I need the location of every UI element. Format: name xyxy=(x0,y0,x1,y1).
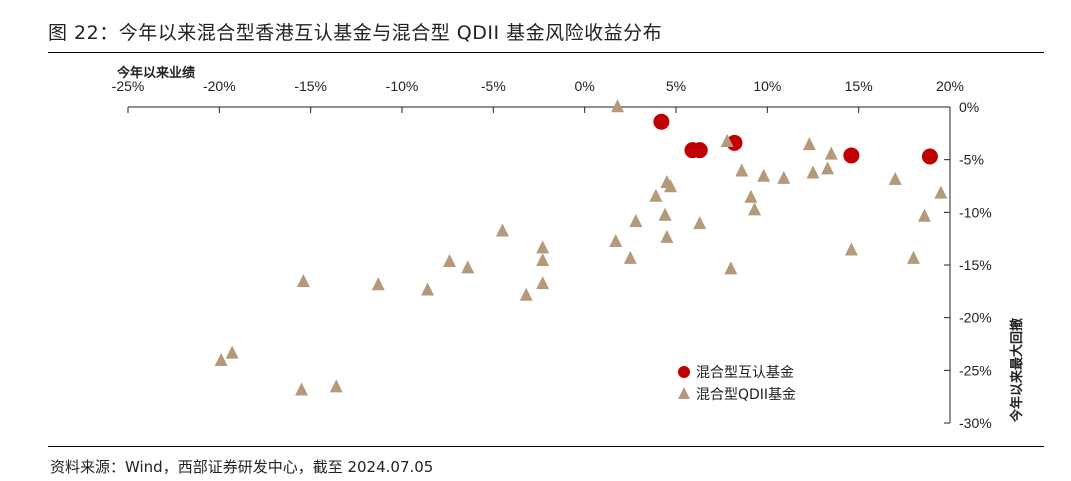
qdii-fund-point xyxy=(536,240,550,254)
qdii-fund-point xyxy=(225,345,239,359)
x-tick-label: -10% xyxy=(386,78,419,94)
qdii-fund-point xyxy=(917,208,931,222)
qdii-fund-point xyxy=(214,353,228,367)
y-tick-label: -5% xyxy=(959,152,984,168)
x-tick-label: 15% xyxy=(845,78,873,94)
qdii-fund-point xyxy=(329,379,343,393)
qdii-fund-point xyxy=(611,99,625,113)
qdii-fund-point xyxy=(442,254,456,268)
qdii-fund-point xyxy=(844,242,858,256)
x-axis-title: 今年以来业绩 xyxy=(116,65,195,81)
x-tick-label: -15% xyxy=(294,78,327,94)
x-tick-label: 20% xyxy=(936,78,964,94)
figure-title: 图 22：今年以来混合型香港互认基金与混合型 QDII 基金风险收益分布 xyxy=(48,22,663,44)
qdii-fund-point xyxy=(664,179,678,193)
qdii-fund-point xyxy=(802,137,816,151)
qdii-fund-point xyxy=(421,282,435,296)
mutual-fund-point xyxy=(843,147,860,164)
source-rule xyxy=(48,446,1044,447)
qdii-fund-point xyxy=(888,171,902,185)
qdii-fund-point xyxy=(777,170,791,184)
qdii-fund-point xyxy=(371,277,385,291)
x-tick-label: -20% xyxy=(203,78,236,94)
qdii-fund-point xyxy=(693,216,707,230)
qdii-fund-point xyxy=(495,223,509,237)
x-tick-label: 5% xyxy=(666,78,686,94)
qdii-fund-point xyxy=(658,207,672,221)
qdii-fund-point xyxy=(519,287,533,301)
x-tick-label: 0% xyxy=(575,78,595,94)
qdii-fund-point xyxy=(629,214,643,228)
title-rule xyxy=(48,52,1044,53)
x-tick-label: 10% xyxy=(753,78,781,94)
qdii-fund-point xyxy=(806,165,820,179)
qdii-fund-point xyxy=(824,146,838,160)
x-tick-label: -25% xyxy=(112,78,145,94)
legend-label-mutual: 混合型互认基金 xyxy=(696,364,794,381)
y-axis-title: 今年以来最大回撤 xyxy=(1009,318,1025,423)
qdii-fund-point xyxy=(735,163,749,177)
qdii-fund-point xyxy=(906,250,920,264)
qdii-fund-point xyxy=(461,260,475,274)
x-tick-label: -5% xyxy=(481,78,506,94)
qdii-fund-point xyxy=(623,250,637,264)
qdii-fund-point xyxy=(296,274,310,288)
axes: -25% -20% -15% -10% -5% 0% 5% 10% 15% 20% 0% -5% -10… xyxy=(112,65,1025,431)
mutual-fund-point xyxy=(653,113,670,130)
qdii-fund-point xyxy=(748,202,762,216)
qdii-fund-point xyxy=(724,261,738,275)
qdii-fund-point xyxy=(757,168,771,182)
y-tick-label: -30% xyxy=(959,415,992,431)
qdii-fund-point xyxy=(649,188,663,202)
qdii-fund-point xyxy=(660,229,674,243)
qdii-fund-point xyxy=(744,189,758,203)
y-tick-label: -25% xyxy=(959,362,992,378)
qdii-fund-point xyxy=(609,234,623,248)
qdii-fund-point xyxy=(536,276,550,290)
qdii-fund-point xyxy=(295,382,309,396)
mutual-fund-point xyxy=(921,148,938,165)
qdii-fund-point xyxy=(720,133,734,147)
qdii-fund-point xyxy=(934,185,948,199)
y-tick-label: -15% xyxy=(959,257,992,273)
legend-label-qdii: 混合型QDII基金 xyxy=(696,386,796,403)
y-tick-label: -10% xyxy=(959,204,992,220)
legend-marker-qdii xyxy=(678,387,690,399)
source-note: 资料来源：Wind，西部证券研发中心，截至 2024.07.05 xyxy=(50,458,434,476)
qdii-fund-point xyxy=(821,161,835,175)
mutual-fund-point xyxy=(691,142,708,159)
qdii-fund-point xyxy=(536,252,550,266)
data-marks xyxy=(214,99,948,396)
y-tick-label: -20% xyxy=(959,310,992,326)
y-tick-label: 0% xyxy=(959,99,979,115)
legend-marker-mutual xyxy=(678,366,690,378)
